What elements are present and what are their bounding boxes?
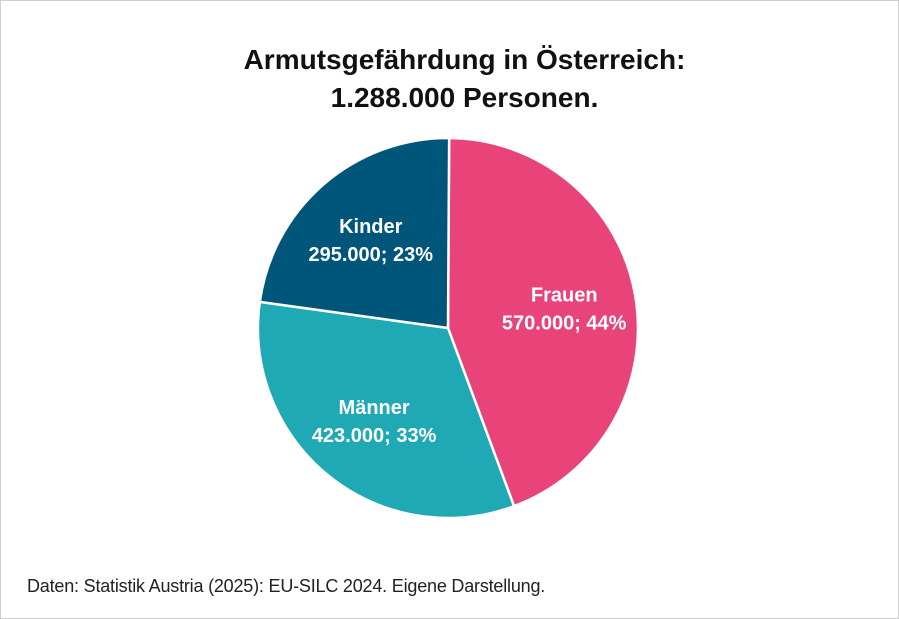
slice-label-maenner: Männer: [339, 397, 410, 419]
pie-slice-kinder: [258, 136, 451, 330]
chart-title-line-1: Armutsgefährdung in Österreich:: [243, 44, 686, 75]
slice-value-kinder: 295.000; 23%: [308, 244, 433, 266]
pie-slice-maenner: [256, 300, 516, 520]
slice-label-frauen: Frauen: [531, 285, 598, 307]
slice-value-frauen: 570.000; 44%: [502, 313, 627, 335]
pie-slice-frauen: [446, 136, 640, 508]
chart-title: Armutsgefährdung in Österreich: 1.288.00…: [1, 41, 898, 117]
slice-label-kinder: Kinder: [339, 216, 403, 238]
source-note: Daten: Statistik Austria (2025): EU-SILC…: [27, 576, 546, 596]
chart-title-line-2: 1.288.000 Personen.: [330, 82, 599, 113]
slice-value-maenner: 423.000; 33%: [312, 425, 437, 447]
